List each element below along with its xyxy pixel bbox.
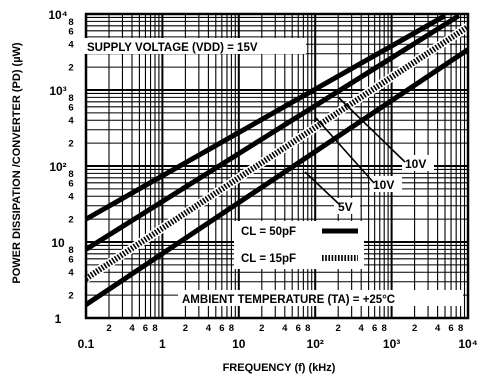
x-minor-tick-label: 8	[229, 323, 234, 334]
y-tick-label: 10⁴	[48, 8, 67, 22]
y-minor-tick-label: 2	[68, 291, 73, 302]
y-minor-tick-label: 6	[68, 254, 73, 265]
y-minor-tick-label: 4	[68, 268, 74, 279]
chart-legend: CL = 50pF CL = 15pF	[234, 221, 364, 269]
label-10v-lower: 10V	[373, 178, 394, 192]
label-5v: 5V	[338, 200, 353, 214]
x-minor-tick-label: 6	[219, 323, 224, 334]
ambient-temperature-annotation: AMBIENT TEMPERATURE (TA) = +25°C	[182, 294, 395, 306]
y-tick-label: 10²	[49, 160, 66, 174]
supply-voltage-annotation: SUPPLY VOLTAGE (VDD) = 15V	[87, 42, 258, 54]
legend-label-15pf: CL = 15pF	[241, 253, 296, 265]
chart-annotations: SUPPLY VOLTAGE (VDD) = 15V AMBIENT TEMPE…	[84, 38, 463, 306]
x-minor-tick-label: 4	[129, 323, 135, 334]
series-2-10V-hatched	[84, 24, 470, 282]
y-minor-tick-label: 6	[68, 102, 73, 113]
x-tick-label: 10	[232, 337, 246, 351]
y-minor-tick-label: 8	[68, 169, 73, 180]
x-minor-tick-label: 8	[152, 323, 157, 334]
x-minor-tick-label: 6	[372, 323, 377, 334]
x-minor-tick-label: 6	[296, 323, 301, 334]
y-tick-label: 10	[51, 236, 65, 250]
x-minor-tick-label: 2	[259, 323, 264, 334]
label-10v-upper: 10V	[405, 157, 426, 171]
y-minor-tick-label: 8	[68, 245, 73, 256]
x-minor-tick-label: 4	[359, 323, 365, 334]
x-axis-title: FREQUENCY (f) (kHz)	[223, 362, 336, 374]
x-tick-label: 10⁴	[458, 337, 477, 351]
y-minor-tick-label: 8	[68, 17, 73, 28]
series-3-5V-solid	[84, 47, 470, 307]
y-minor-tick-label: 2	[68, 63, 73, 74]
x-minor-tick-label: 2	[106, 323, 111, 334]
y-minor-tick-label: 4	[68, 192, 74, 203]
chart-series	[83, 13, 471, 307]
x-minor-tick-label: 8	[382, 323, 387, 334]
x-minor-tick-label: 4	[206, 323, 212, 334]
x-minor-tick-label: 6	[143, 323, 148, 334]
series-1-10V-solid	[84, 13, 461, 252]
series-0-15V-solid	[84, 13, 447, 222]
x-minor-tick-label: 4	[282, 323, 288, 334]
x-minor-tick-label: 4	[435, 323, 441, 334]
x-minor-tick-label: 2	[412, 323, 417, 334]
y-minor-tick-label: 4	[68, 40, 74, 51]
y-tick-label: 10³	[49, 84, 66, 98]
x-minor-tick-label: 2	[183, 323, 188, 334]
x-minor-tick-label: 8	[305, 323, 310, 334]
x-minor-tick-label: 6	[448, 323, 453, 334]
legend-label-50pf: CL = 50pF	[241, 226, 296, 238]
plot-frame	[84, 12, 470, 320]
x-tick-label: 10²	[307, 337, 324, 351]
x-minor-tick-label: 8	[458, 323, 463, 334]
y-minor-tick-label: 2	[68, 215, 73, 226]
y-tick-label: 1	[55, 312, 62, 326]
y-minor-tick-label: 8	[68, 93, 73, 104]
x-tick-label: 10³	[383, 337, 400, 351]
y-minor-tick-label: 4	[68, 116, 74, 127]
x-tick-label: 1	[159, 337, 166, 351]
y-minor-tick-label: 6	[68, 26, 73, 37]
y-minor-tick-label: 6	[68, 178, 73, 189]
y-axis-title: POWER DISSIPATION /CONVERTER (PD) (µW)	[11, 42, 23, 284]
x-minor-tick-label: 2	[336, 323, 341, 334]
x-tick-label: 0.1	[78, 337, 95, 351]
y-minor-tick-label: 2	[68, 139, 73, 150]
